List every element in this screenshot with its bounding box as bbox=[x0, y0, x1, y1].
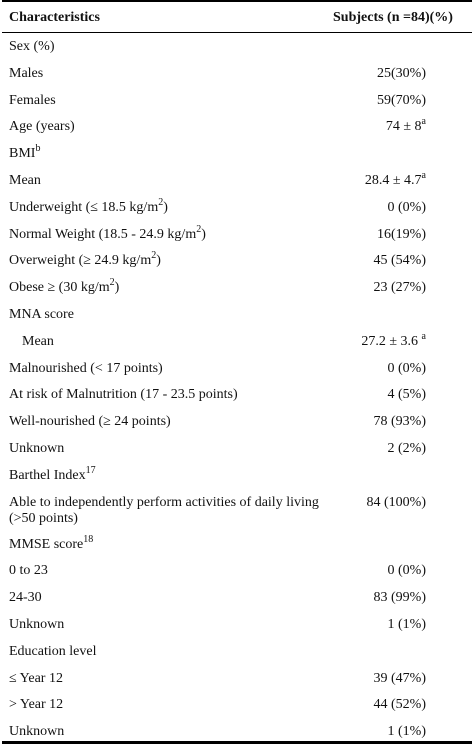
row-value: 23 (27%) bbox=[373, 280, 427, 296]
row-label: Obese ≥ (30 kg/m2) bbox=[9, 277, 120, 296]
table-row: Unknown 2 (2%) bbox=[2, 436, 472, 463]
row-label: MNA score bbox=[9, 306, 74, 322]
row-value: 45 (54%) bbox=[373, 253, 427, 269]
row-value: 16(19%) bbox=[377, 226, 426, 242]
table-row: Females 59(70%) bbox=[2, 88, 472, 115]
row-value: 44 (52%) bbox=[373, 697, 427, 713]
row-label: > Year 12 bbox=[9, 697, 64, 713]
row-label: Unknown bbox=[9, 724, 65, 740]
row-label: Mean bbox=[22, 333, 54, 349]
table-row: Males 25(30%) bbox=[2, 61, 472, 88]
row-label: Females bbox=[9, 92, 56, 108]
row-value: 4 (5%) bbox=[387, 387, 427, 403]
row-value: 28.4 ± 4.7a bbox=[364, 169, 426, 188]
table-row: 0 to 23 0 (0%) bbox=[2, 558, 472, 585]
row-label: Overweight (≥ 24.9 kg/m2) bbox=[9, 250, 161, 269]
row-label: 24-30 bbox=[9, 590, 42, 606]
row-label: Barthel Index17 bbox=[9, 464, 96, 483]
row-label: Underweight (≤ 18.5 kg/m2) bbox=[9, 196, 168, 215]
table-header: Characteristics Subjects (n =84)(%) bbox=[2, 2, 472, 32]
row-label: Age (years) bbox=[9, 119, 75, 135]
row-label: Males bbox=[9, 65, 44, 81]
table-row: Obese ≥ (30 kg/m2) 23 (27%) bbox=[2, 275, 472, 302]
row-value: 0 (0%) bbox=[387, 199, 427, 215]
bottom-rule bbox=[2, 741, 472, 744]
row-label: 0 to 23 bbox=[9, 563, 48, 579]
table-row: 24-30 83 (99%) bbox=[2, 585, 472, 612]
row-value: 84 (100%) bbox=[366, 494, 427, 510]
table-row: Overweight (≥ 24.9 kg/m2) 45 (54%) bbox=[2, 248, 472, 275]
table-row: Mean 27.2 ± 3.6 a bbox=[2, 329, 472, 356]
row-label: Well-nourished (≥ 24 points) bbox=[9, 414, 171, 430]
table-body: Sex (%) Males 25(30%) Females 59(70%) Age (ye… bbox=[2, 34, 472, 746]
row-label: Sex (%) bbox=[9, 39, 55, 54]
table-row: Mean 28.4 ± 4.7a bbox=[2, 168, 472, 195]
row-value: 39 (47%) bbox=[373, 670, 427, 686]
row-label: Able to independently perform activities… bbox=[9, 494, 319, 526]
row-value: 59(70%) bbox=[377, 92, 426, 108]
table-row: Malnourished (< 17 points) 0 (0%) bbox=[2, 356, 472, 383]
row-label: At risk of Malnutrition (17 - 23.5 point… bbox=[9, 387, 238, 403]
row-label: ≤ Year 12 bbox=[9, 670, 63, 686]
table-row: BMIb bbox=[2, 141, 472, 168]
table-row: MMSE score18 bbox=[2, 532, 472, 559]
table-row: Underweight (≤ 18.5 kg/m2) 0 (0%) bbox=[2, 195, 472, 222]
table-row: Unknown 1 (1%) bbox=[2, 612, 472, 639]
row-value: 1 (1%) bbox=[387, 616, 427, 632]
table-row: Normal Weight (18.5 - 24.9 kg/m2) 16(19%) bbox=[2, 222, 472, 249]
row-value: 25(30%) bbox=[377, 65, 426, 81]
table-row: Education level bbox=[2, 639, 472, 666]
table-row: Able to independently perform activities… bbox=[2, 490, 472, 532]
row-label: BMIb bbox=[9, 143, 41, 162]
header-rule bbox=[2, 32, 472, 33]
table-row: Barthel Index17 bbox=[2, 463, 472, 490]
table-row: MNA score bbox=[2, 302, 472, 329]
row-value: 74 ± 8a bbox=[385, 116, 426, 135]
row-value: 0 (0%) bbox=[387, 360, 427, 376]
row-label: Malnourished (< 17 points) bbox=[9, 360, 163, 376]
row-label: Unknown bbox=[9, 616, 65, 632]
table-row: At risk of Malnutrition (17 - 23.5 point… bbox=[2, 382, 472, 409]
row-value: 0 (0%) bbox=[387, 563, 427, 579]
table-row: Sex (%) bbox=[2, 34, 472, 61]
row-label: Education level bbox=[9, 643, 97, 659]
table-row: Unknown 1 (1%) bbox=[2, 719, 472, 746]
header-subjects: Subjects (n =84)(%) bbox=[333, 10, 453, 25]
row-value: 27.2 ± 3.6 a bbox=[361, 330, 426, 349]
header-characteristics: Characteristics bbox=[9, 10, 100, 25]
row-label: MMSE score18 bbox=[9, 533, 94, 552]
table-row: ≤ Year 12 39 (47%) bbox=[2, 666, 472, 693]
row-value: 1 (1%) bbox=[387, 724, 427, 740]
top-rule bbox=[2, 0, 472, 2]
table-row: > Year 12 44 (52%) bbox=[2, 692, 472, 719]
row-value: 78 (93%) bbox=[373, 414, 427, 430]
row-value: 83 (99%) bbox=[373, 590, 427, 606]
row-value: 2 (2%) bbox=[387, 440, 427, 456]
row-label: Unknown bbox=[9, 440, 65, 456]
table-row: Well-nourished (≥ 24 points) 78 (93%) bbox=[2, 409, 472, 436]
table-row: Age (years) 74 ± 8a bbox=[2, 114, 472, 141]
row-label: Normal Weight (18.5 - 24.9 kg/m2) bbox=[9, 223, 206, 242]
row-label: Mean bbox=[9, 172, 41, 188]
